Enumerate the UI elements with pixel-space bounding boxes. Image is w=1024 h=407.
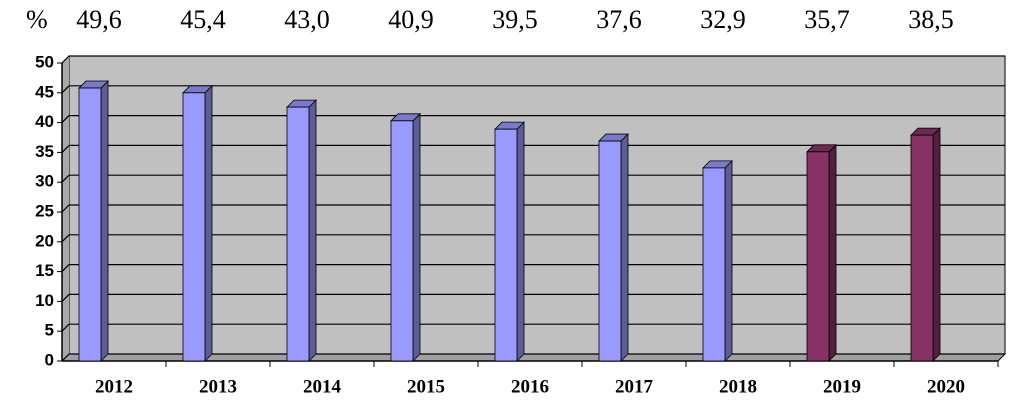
bar-side: [724, 159, 733, 362]
y-tick-label: 10: [35, 291, 54, 310]
bar-side: [932, 127, 941, 362]
y-tick-label: 15: [35, 261, 54, 280]
grid-line: [61, 264, 70, 273]
bar: [78, 87, 102, 362]
bar-side: [100, 80, 109, 362]
top-label: 49,6: [76, 5, 122, 34]
y-tick-label: 40: [35, 112, 54, 131]
bar-side: [828, 143, 837, 362]
top-label: 40,9: [388, 5, 434, 34]
grid-line: [61, 353, 70, 362]
x-tick-label: 2015: [407, 376, 445, 397]
bar-side: [412, 112, 421, 362]
bar: [286, 106, 310, 362]
grid-line: [61, 234, 70, 243]
top-label: 35,7: [804, 5, 850, 34]
y-tick-label: 45: [35, 82, 54, 101]
x-tick-label: 2016: [511, 376, 549, 397]
y-tick-label: 25: [35, 201, 54, 220]
x-tick-label: 2013: [199, 376, 237, 397]
y-tick-label: 20: [35, 231, 54, 250]
bar: [910, 134, 934, 362]
grid-line: [61, 293, 70, 302]
bar: [806, 151, 830, 362]
x-tick-label: 2020: [927, 376, 965, 397]
unit-label: %: [26, 5, 48, 34]
grid-line: [61, 204, 70, 213]
y-tick-label: 30: [35, 172, 54, 191]
y-tick-label: 0: [45, 350, 54, 369]
y-tick-label: 5: [45, 321, 54, 340]
grid-line: [61, 55, 70, 64]
grid-line: [61, 85, 70, 94]
top-label: 39,5: [492, 5, 538, 34]
x-tick-label: 2014: [303, 376, 342, 397]
x-tick-label: 2017: [615, 376, 654, 397]
grid-line: [61, 323, 70, 332]
bar: [182, 92, 206, 362]
bar: [494, 128, 518, 362]
x-tick-label: 2019: [823, 376, 861, 397]
bar-side: [204, 84, 213, 362]
grid-line: [61, 115, 70, 124]
top-label: 37,6: [596, 5, 642, 34]
top-label: 32,9: [700, 5, 746, 34]
grid-line: [61, 144, 70, 153]
top-label: 45,4: [180, 5, 226, 34]
bar: [598, 140, 622, 362]
grid-line: [61, 174, 70, 183]
top-label: 43,0: [284, 5, 330, 34]
bar-side: [516, 121, 525, 362]
y-tick-label: 50: [35, 52, 54, 71]
x-tick-label: 2012: [95, 376, 133, 397]
bar-side: [620, 133, 629, 362]
x-tick-label: 2018: [719, 376, 757, 397]
bar-side: [308, 99, 317, 362]
bar: [390, 120, 414, 362]
bar: [702, 167, 726, 362]
y-tick-label: 35: [35, 142, 54, 161]
top-label: 38,5: [908, 5, 954, 34]
